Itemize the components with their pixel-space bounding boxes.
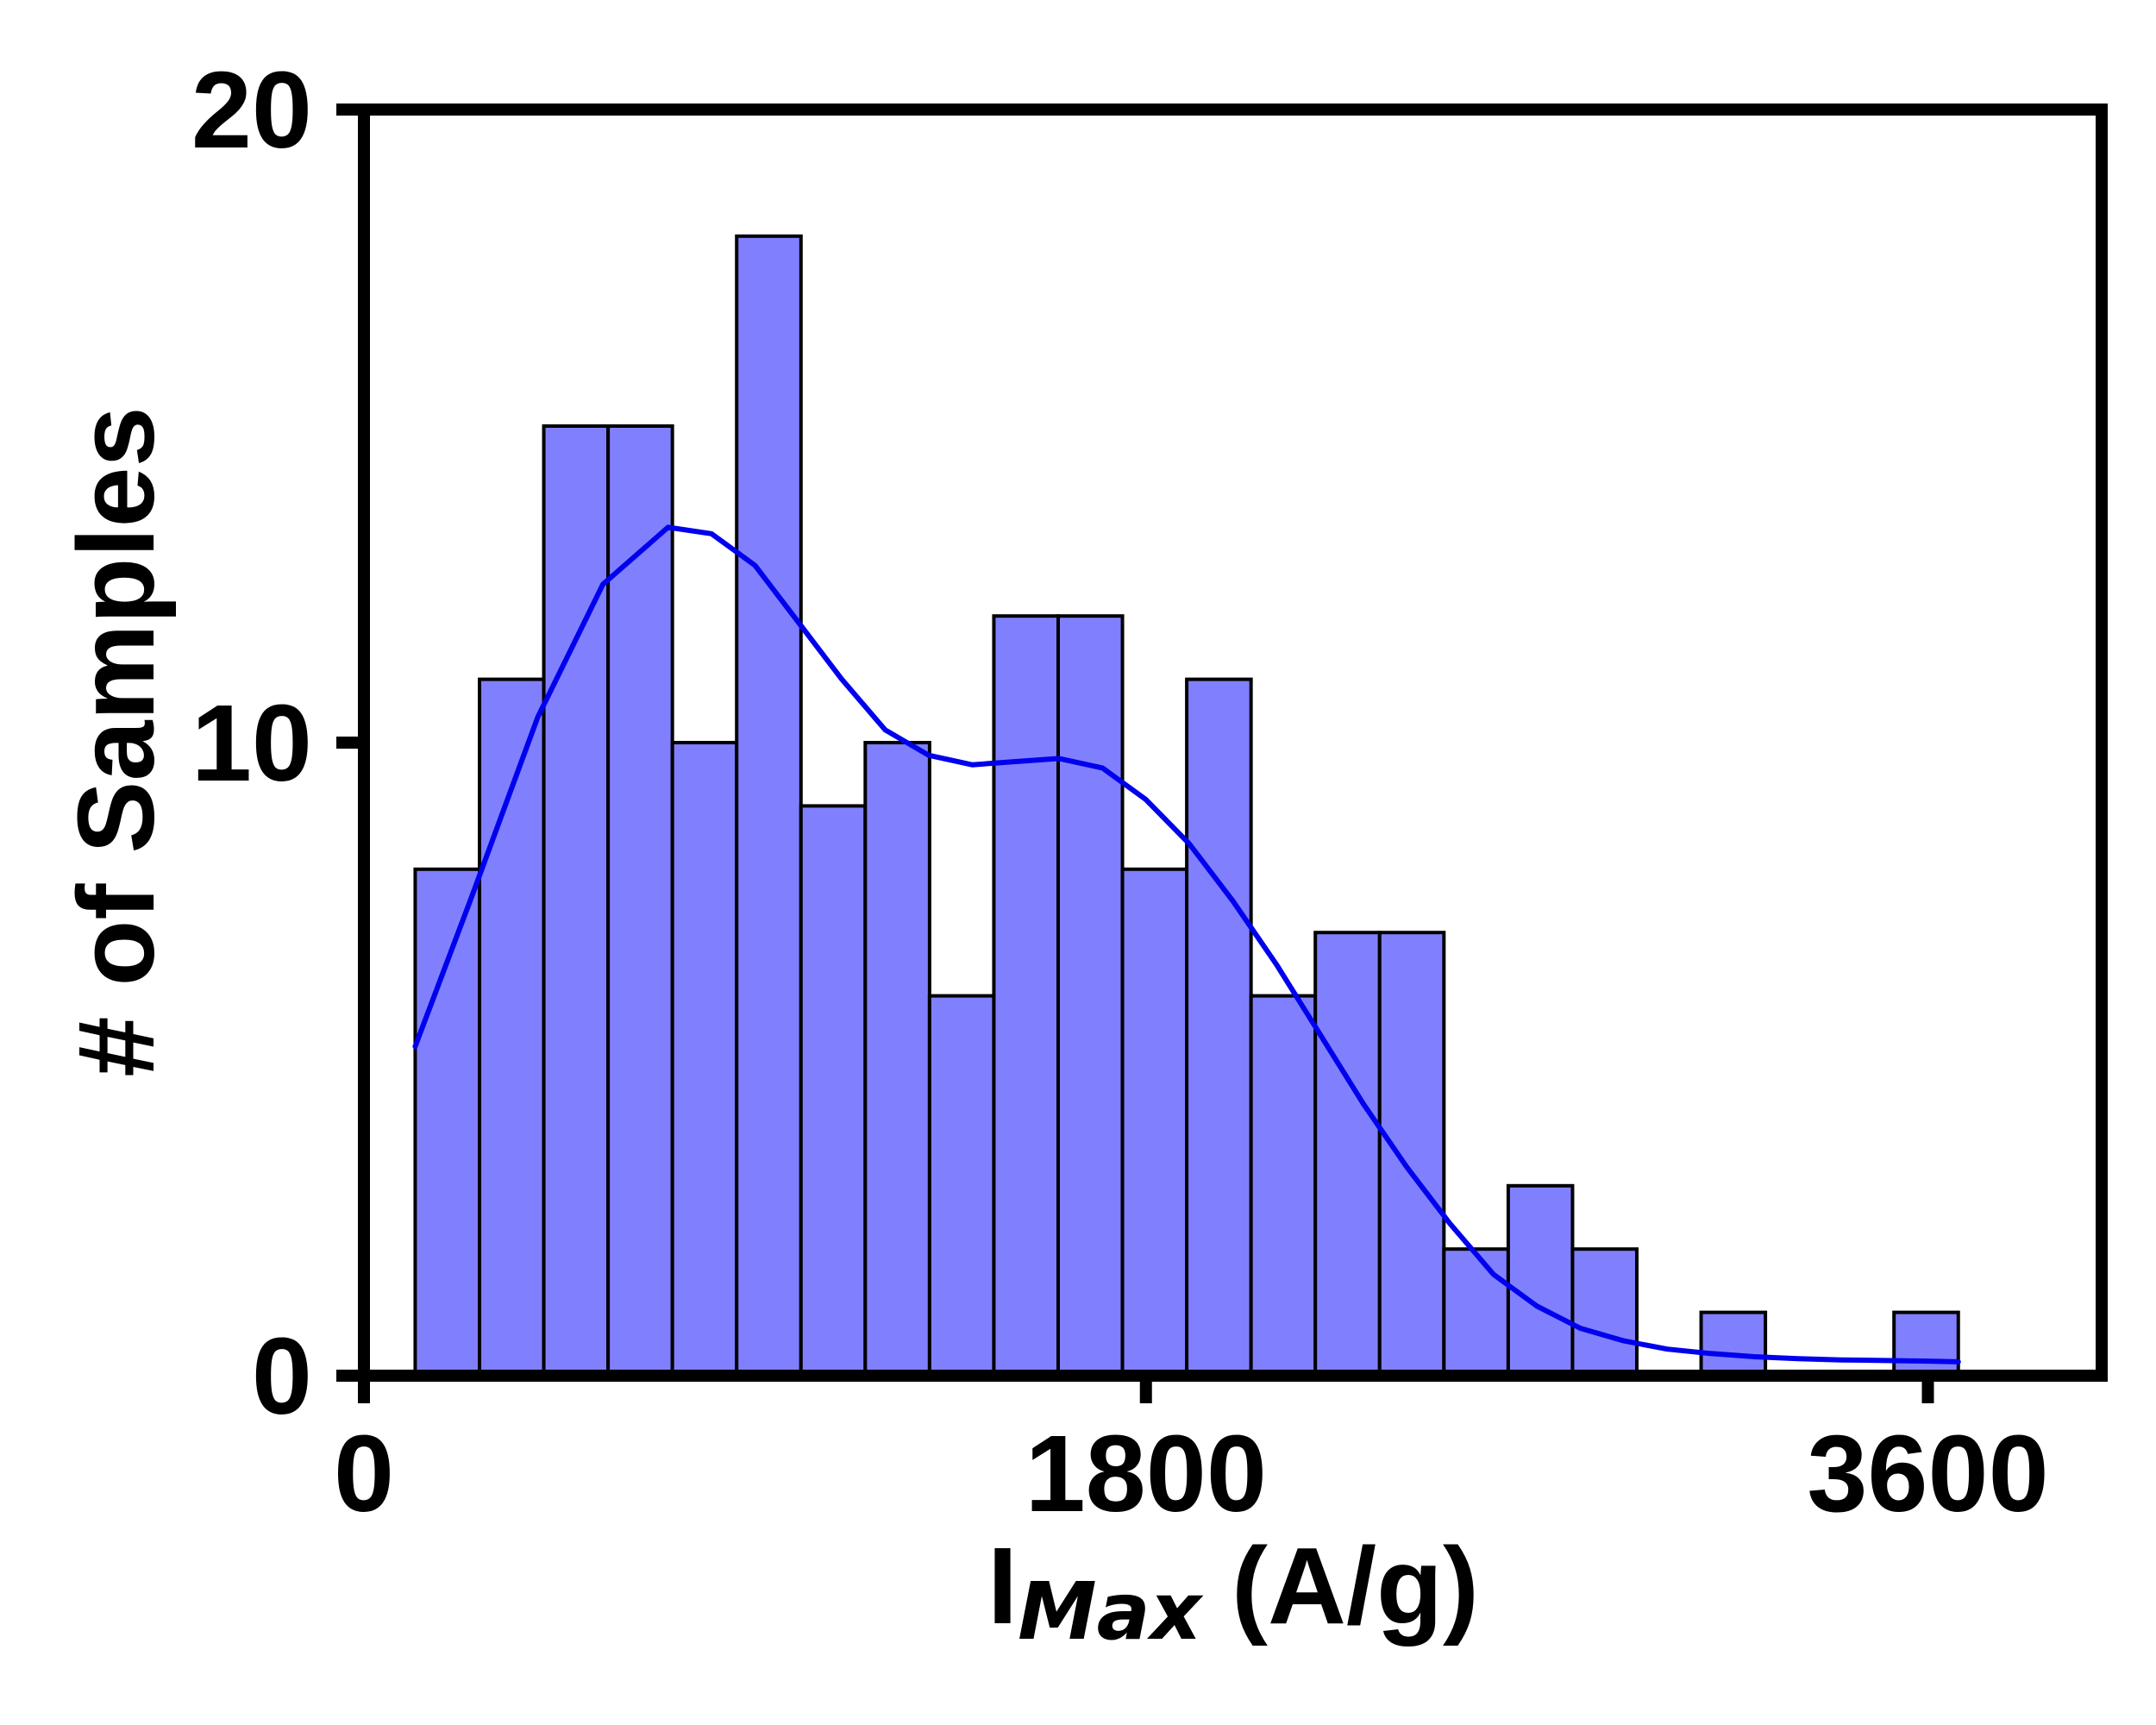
x-tick-label: 3600	[1807, 1413, 2048, 1534]
histogram-bar	[927, 994, 996, 1377]
histogram-bar	[992, 614, 1060, 1377]
x-axis-title-units: (A/g)	[1201, 1525, 1479, 1647]
histogram-bar	[735, 234, 803, 1377]
kde-curve	[412, 524, 1961, 1364]
x-tick-label: 0	[334, 1413, 394, 1534]
histogram-bar	[1442, 1247, 1510, 1377]
histogram-bar	[1249, 994, 1318, 1377]
y-tick-label: 10	[191, 682, 312, 804]
y-axis-title: # of Samples	[55, 406, 177, 1076]
histogram-bar	[413, 867, 481, 1377]
histogram-bar	[1699, 1310, 1768, 1377]
histogram-bar	[542, 424, 611, 1377]
ticks-group: 0 1800 3600 0 10 20	[191, 49, 2049, 1534]
histogram-bar	[1313, 931, 1382, 1377]
histogram-bar	[606, 424, 674, 1377]
x-axis-title-main: I	[987, 1525, 1018, 1647]
x-axis-title-subscript: Max	[1018, 1565, 1204, 1658]
bars-group	[413, 234, 1960, 1378]
histogram-bar	[670, 741, 739, 1377]
histogram-bar	[799, 804, 868, 1377]
y-tick-label: 0	[252, 1315, 312, 1437]
y-tick-label: 20	[191, 49, 312, 171]
histogram-bar	[1377, 931, 1446, 1377]
histogram-bar	[863, 741, 931, 1377]
histogram-bar	[1506, 1183, 1575, 1378]
histogram-bar	[1056, 614, 1125, 1377]
histogram-bar	[1892, 1310, 1960, 1377]
x-tick-label: 1800	[1025, 1413, 1267, 1534]
histogram-bar	[1570, 1247, 1639, 1377]
x-axis-title: IMax (A/g)	[987, 1525, 1479, 1658]
histogram-bar	[1185, 677, 1253, 1377]
histogram-bar	[1120, 867, 1189, 1377]
